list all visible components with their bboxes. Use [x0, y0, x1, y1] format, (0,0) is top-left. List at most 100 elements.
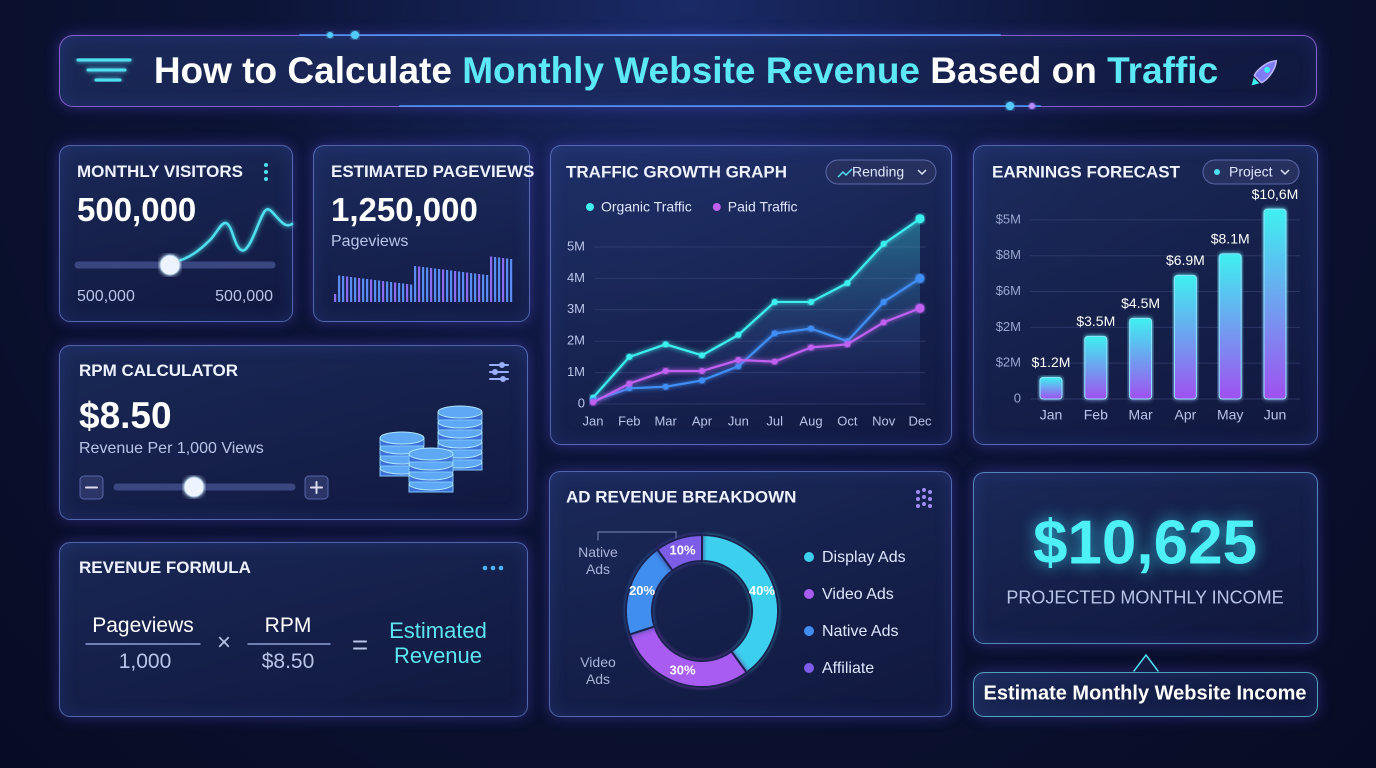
spark-bar [510, 259, 513, 302]
point [699, 352, 705, 359]
slice-label: 20% [629, 583, 655, 598]
spark-bar [382, 281, 385, 302]
spark-bar [346, 276, 349, 302]
formula-rpm: RPM [264, 614, 312, 637]
spark-bar [350, 277, 353, 302]
point [771, 298, 778, 305]
dropdown[interactable] [825, 159, 937, 185]
y-tick-label: $2M [996, 355, 1021, 370]
x-tick-label: Jun [1264, 407, 1287, 423]
x-tick-label: Nov [872, 413, 896, 428]
callout-label: Video Ads [580, 654, 616, 687]
more-dots [482, 565, 504, 571]
point [662, 341, 669, 348]
glow-dot [1029, 103, 1035, 109]
spark-bar [338, 275, 341, 302]
coin [408, 447, 454, 461]
legend-swatch [586, 203, 594, 211]
point [915, 303, 925, 313]
legend-label: Organic Traffic [601, 199, 692, 215]
rpm-value: $8.50 [79, 395, 172, 436]
spark-bar [394, 282, 397, 302]
pie-slice [701, 533, 779, 674]
callout-label: Native Ads [578, 544, 618, 577]
point [880, 298, 887, 305]
point [915, 214, 925, 224]
title-part: Traffic [1107, 50, 1219, 91]
line [592, 277, 921, 402]
spark-bar [422, 267, 425, 302]
legend-label: Native Ads [822, 623, 898, 640]
dropdown[interactable] [1202, 159, 1300, 185]
sparkline [173, 208, 294, 264]
spark-bar [430, 268, 433, 302]
rpm-label: RPM CALCULATOR [79, 361, 238, 380]
page-title: How to Calculate Monthly Website Revenue… [154, 50, 1218, 92]
slice-label: 30% [670, 662, 696, 677]
spark-bar [450, 270, 453, 302]
rpm-caption: Revenue Per 1,000 Views [79, 440, 264, 457]
point [844, 280, 851, 287]
spark-bar [354, 277, 357, 302]
spark-bar [434, 268, 437, 302]
dropdown-icon [1214, 169, 1220, 175]
point [590, 399, 596, 406]
formula-denominator: 1,000 [118, 650, 172, 673]
spark-bar [398, 283, 401, 302]
coin [437, 405, 483, 419]
spark-bar [386, 281, 389, 302]
glow-dot [1006, 102, 1014, 110]
bar [1039, 377, 1063, 400]
formula-result: Estimated Revenue [389, 618, 487, 668]
spark-bar [482, 274, 485, 302]
chart-title: EARNINGS FORECAST [992, 162, 1181, 181]
estimate-button-label[interactable]: Estimate Monthly Website Income [983, 682, 1307, 705]
legend-swatch [804, 663, 814, 673]
chart-title: TRAFFIC GROWTH GRAPH [566, 162, 787, 181]
spark-bar [414, 266, 417, 302]
slider-max: 500,000 [215, 288, 273, 305]
dropdown-icon [837, 168, 853, 178]
dropdown-label[interactable]: Rending [852, 164, 904, 180]
x-tick-label: Jun [728, 413, 749, 428]
slider-handle[interactable] [183, 476, 205, 498]
visitors-label: MONTHLY VISITORS [77, 162, 243, 181]
dropdown-caret [1280, 169, 1290, 176]
x-tick-label: Apr [1175, 407, 1197, 423]
spark-bar [418, 266, 421, 302]
legend-label: Display Ads [822, 549, 906, 566]
spark-bar [494, 257, 497, 302]
spark-bar [486, 275, 489, 302]
formula-rpm-value: $8.50 [261, 650, 315, 673]
x-tick-label: Jul [766, 413, 783, 428]
spark-bar [442, 269, 445, 302]
point [626, 380, 633, 387]
data-label: $1.2M [1032, 354, 1071, 370]
spark-bar [370, 279, 373, 302]
visitors-value: 500,000 [77, 191, 197, 228]
x-tick-label: Apr [692, 413, 713, 428]
estimate-button[interactable] [973, 672, 1318, 717]
spark-bar [446, 270, 449, 302]
spark-bar [358, 278, 361, 302]
grid-icon [916, 488, 932, 508]
dropdown-label[interactable]: Project [1229, 164, 1273, 180]
y-tick-label: 3M [567, 301, 585, 316]
y-tick-label: 2M [567, 333, 585, 348]
title-part: Monthly Website Revenue [462, 50, 921, 91]
point [844, 341, 851, 348]
pageview-sparkbars [334, 256, 513, 302]
bar [1084, 335, 1108, 400]
glow-dot [327, 32, 333, 38]
menu-dots [264, 163, 268, 181]
x-tick-label: Feb [618, 413, 640, 428]
area [593, 218, 920, 404]
plus-glyph [310, 481, 323, 494]
slider-handle[interactable] [159, 254, 181, 276]
data-label: $4.5M [1121, 295, 1160, 311]
formula-equals: = [351, 629, 369, 660]
legend-swatch [804, 552, 814, 562]
title-part: How to Calculate [153, 50, 463, 91]
bar [1173, 274, 1197, 400]
